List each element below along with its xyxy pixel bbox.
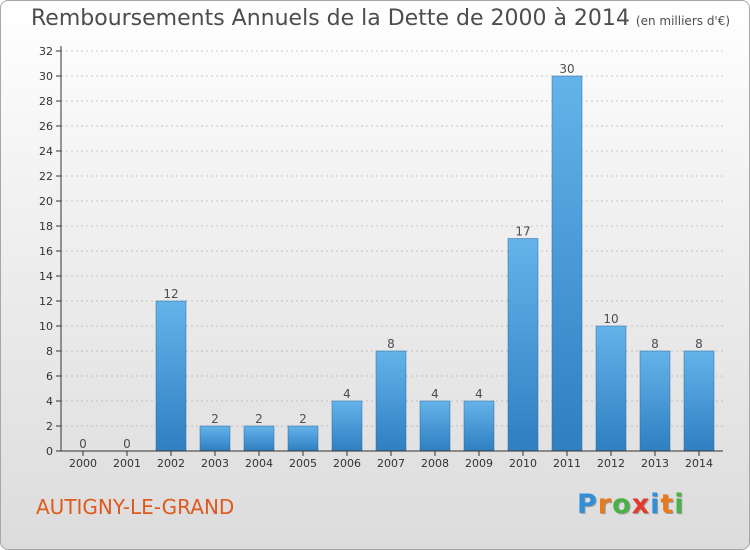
x-tick-label: 2003 (201, 457, 229, 470)
logo-letter: x (631, 489, 651, 520)
x-tick-label: 2009 (465, 457, 493, 470)
town-name: AUTIGNY-LE-GRAND (36, 495, 235, 519)
labels-layer: 0 0 12 2 2 2 4 8 4 4 17 30 10 8 8 (79, 62, 703, 451)
y-tick-label: 14 (39, 270, 53, 283)
data-label: 12 (163, 287, 178, 301)
y-tick-label: 24 (39, 145, 53, 158)
x-tick-label: 2005 (289, 457, 317, 470)
y-tick-label: 18 (39, 220, 53, 233)
bars-layer (155, 75, 715, 452)
logo-letter: r (597, 489, 613, 520)
y-tick-label: 8 (46, 345, 53, 358)
y-tick-label: 20 (39, 195, 53, 208)
logo-letter: i (650, 489, 661, 520)
bar-2010 (507, 238, 539, 452)
data-label: 2 (299, 412, 307, 426)
data-label: 0 (123, 437, 131, 451)
x-tick-label: 2006 (333, 457, 361, 470)
x-tick-label: 2004 (245, 457, 273, 470)
y-tick-label: 6 (46, 370, 53, 383)
y-tick-label: 32 (39, 45, 53, 58)
y-tick-label: 22 (39, 170, 53, 183)
x-tick-label: 2002 (157, 457, 185, 470)
y-tick-label: 12 (39, 295, 53, 308)
x-tick-label: 2008 (421, 457, 449, 470)
data-label: 4 (475, 387, 483, 401)
data-label: 8 (387, 337, 395, 351)
x-tick-label: 2013 (641, 457, 669, 470)
y-tick-label: 26 (39, 120, 53, 133)
data-label: 10 (603, 312, 618, 326)
bar-2012 (595, 325, 627, 452)
x-tick-label: 2010 (509, 457, 537, 470)
data-label: 4 (343, 387, 351, 401)
x-tick-label: 2001 (113, 457, 141, 470)
logo-letter: i (674, 489, 685, 520)
data-label: 8 (651, 337, 659, 351)
x-tick-label: 2011 (553, 457, 581, 470)
logo-letter: t (660, 489, 675, 520)
y-tick-label: 10 (39, 320, 53, 333)
y-tick-label: 30 (39, 70, 53, 83)
data-label: 0 (79, 437, 87, 451)
chart-title-text: Remboursements Annuels de la Dette de 20… (31, 6, 630, 31)
bar-2009 (463, 400, 495, 452)
bar-2004 (243, 425, 275, 452)
bar-2002 (155, 300, 187, 452)
data-label: 2 (211, 412, 219, 426)
bar-2005 (287, 425, 319, 452)
x-tick-label: 2000 (69, 457, 97, 470)
bar-2014 (683, 350, 715, 452)
bar-2003 (199, 425, 231, 452)
bar-2008 (419, 400, 451, 452)
logo-letter: P (577, 489, 598, 520)
y-tick-label: 16 (39, 245, 53, 258)
bar-2007 (375, 350, 407, 452)
data-label: 2 (255, 412, 263, 426)
y-tick-label: 28 (39, 95, 53, 108)
x-tick-label: 2012 (597, 457, 625, 470)
data-label: 8 (695, 337, 703, 351)
proxiti-logo: Proxiti (577, 489, 685, 520)
data-label: 4 (431, 387, 439, 401)
y-tick-label: 0 (46, 445, 53, 458)
logo-letter: o (612, 489, 632, 520)
y-tick-label: 4 (46, 395, 53, 408)
y-tick-label: 2 (46, 420, 53, 433)
bar-2013 (639, 350, 671, 452)
bar-2011 (551, 75, 583, 452)
data-label: 17 (515, 225, 530, 239)
bar-2006 (331, 400, 363, 452)
x-tick-label: 2014 (685, 457, 713, 470)
chart-subtitle: (en milliers d'€) (635, 14, 731, 28)
x-tick-label: 2007 (377, 457, 405, 470)
data-label: 30 (559, 62, 574, 76)
chart-title: Remboursements Annuels de la Dette de 20… (31, 6, 730, 31)
